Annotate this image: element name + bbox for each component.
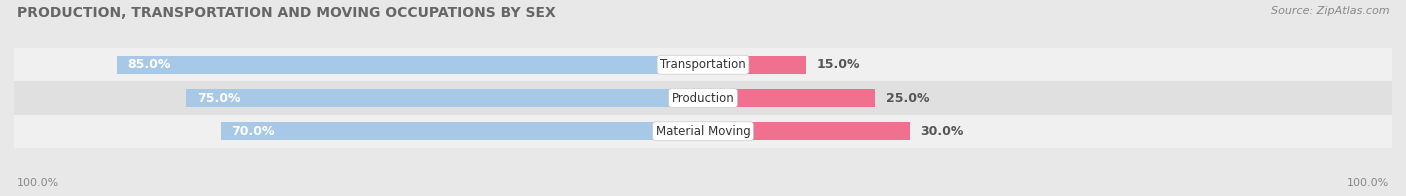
Text: 75.0%: 75.0% xyxy=(197,92,240,104)
Text: 15.0%: 15.0% xyxy=(817,58,860,71)
Text: Production: Production xyxy=(672,92,734,104)
Text: PRODUCTION, TRANSPORTATION AND MOVING OCCUPATIONS BY SEX: PRODUCTION, TRANSPORTATION AND MOVING OC… xyxy=(17,6,555,20)
Bar xyxy=(14,115,1392,148)
Bar xyxy=(14,48,1392,81)
Text: Transportation: Transportation xyxy=(661,58,745,71)
Text: 70.0%: 70.0% xyxy=(231,125,274,138)
Legend: Male, Female: Male, Female xyxy=(634,192,772,196)
Bar xyxy=(14,81,1392,115)
Text: 100.0%: 100.0% xyxy=(1347,178,1389,188)
Text: 100.0%: 100.0% xyxy=(17,178,59,188)
Text: Material Moving: Material Moving xyxy=(655,125,751,138)
Bar xyxy=(703,56,807,74)
Text: 85.0%: 85.0% xyxy=(128,58,172,71)
Text: Source: ZipAtlas.com: Source: ZipAtlas.com xyxy=(1271,6,1389,16)
Bar xyxy=(117,56,703,74)
Bar xyxy=(703,89,875,107)
Text: 25.0%: 25.0% xyxy=(886,92,929,104)
Bar xyxy=(221,122,703,140)
Bar xyxy=(186,89,703,107)
Text: 30.0%: 30.0% xyxy=(920,125,963,138)
Bar xyxy=(703,122,910,140)
